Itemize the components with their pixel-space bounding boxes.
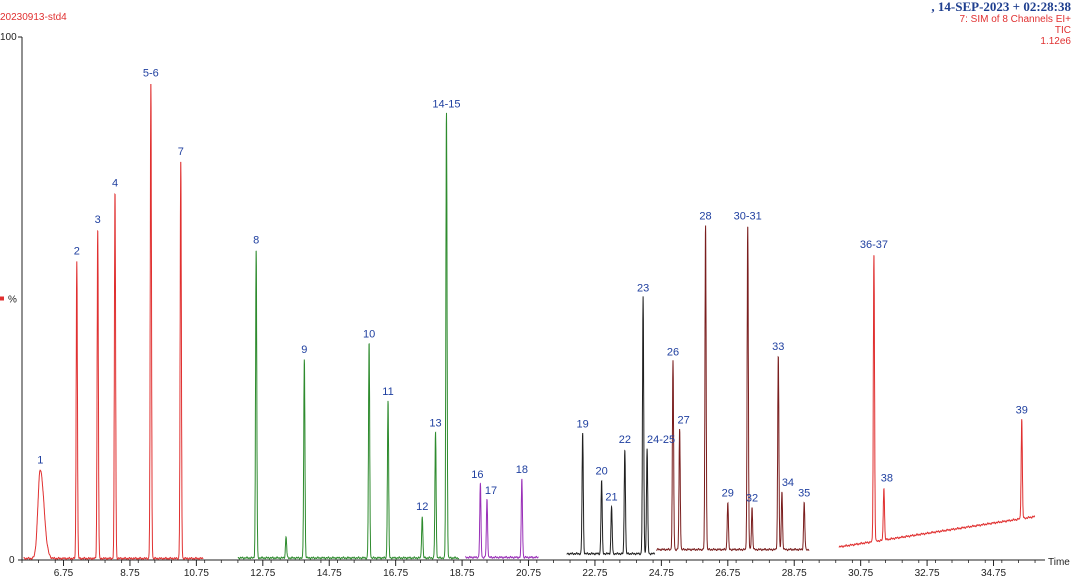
x-tick-label: 10.75 <box>184 568 209 578</box>
x-tick-label: 34.75 <box>981 568 1006 578</box>
trace-segment-6 <box>838 255 1036 548</box>
peak-label-32: 32 <box>746 493 758 505</box>
peak-label-5-6: 5-6 <box>143 68 159 80</box>
y-tick-label-0: 0 <box>9 555 15 566</box>
traces <box>23 84 1036 561</box>
x-tick-label: 32.75 <box>915 568 940 578</box>
trace-segment-4 <box>566 296 656 556</box>
trace-segment-5 <box>656 225 810 552</box>
peak-label-7: 7 <box>178 146 184 158</box>
peak-label-39: 39 <box>1016 404 1028 416</box>
peak-label-12: 12 <box>416 501 428 513</box>
trace-segment-1 <box>23 84 204 561</box>
peak-labels: 12345-67891011121314-1516171819202122232… <box>37 68 1028 514</box>
trace-label: TIC <box>1054 25 1071 36</box>
peak-label-28: 28 <box>699 210 711 222</box>
peak-label-13: 13 <box>429 417 441 429</box>
peak-label-29: 29 <box>722 487 734 499</box>
peak-label-24-25: 24-25 <box>647 434 675 446</box>
peak-label-4: 4 <box>112 177 118 189</box>
peak-label-26: 26 <box>667 346 679 358</box>
x-tick-label: 6.75 <box>54 568 74 578</box>
peak-label-10: 10 <box>363 328 375 340</box>
peak-label-33: 33 <box>772 341 784 353</box>
peak-label-16: 16 <box>471 469 483 481</box>
x-tick-label: 26.75 <box>715 568 740 578</box>
peak-label-11: 11 <box>382 386 393 398</box>
x-tick-label: 28.75 <box>782 568 807 578</box>
x-tick-label: 8.75 <box>120 568 140 578</box>
y-axis-label: % <box>8 295 17 306</box>
x-tick-label: 30.75 <box>848 568 873 578</box>
peak-label-9: 9 <box>301 344 307 356</box>
peak-label-34: 34 <box>782 477 794 489</box>
peak-label-19: 19 <box>577 418 589 430</box>
peak-label-14-15: 14-15 <box>432 98 460 110</box>
peak-label-20: 20 <box>595 466 607 478</box>
sample-name: 20230913-std4 <box>0 12 67 23</box>
axes: 6.75 8.75 10.75 12.75 14.75 16.75 18.75 20.75 22… <box>0 32 1070 578</box>
peak-label-23: 23 <box>637 282 649 294</box>
x-tick-label: 12.75 <box>250 568 275 578</box>
trace-segment-3 <box>465 478 539 560</box>
y-axis-marker <box>0 296 4 301</box>
peak-label-36-37: 36-37 <box>860 239 888 251</box>
peak-label-18: 18 <box>516 464 528 476</box>
x-axis-label: Time <box>1048 557 1070 568</box>
peak-label-21: 21 <box>605 492 617 504</box>
x-tick-label: 14.75 <box>317 568 342 578</box>
peak-label-1: 1 <box>37 455 43 467</box>
x-tick-label: 20.75 <box>516 568 541 578</box>
peak-label-17: 17 <box>485 485 497 497</box>
peak-label-38: 38 <box>881 473 893 485</box>
peak-label-8: 8 <box>253 234 259 246</box>
peak-label-22: 22 <box>619 434 631 446</box>
acquisition-datetime: , 14-SEP-2023 + 02:28:38 <box>931 0 1071 14</box>
x-tick-label: 18.75 <box>450 568 475 578</box>
peak-label-35: 35 <box>798 487 810 499</box>
trace-segment-2 <box>237 112 460 560</box>
peak-label-27: 27 <box>678 414 690 426</box>
x-tick-label: 24.75 <box>649 568 674 578</box>
y-tick-label-100: 100 <box>0 32 17 43</box>
x-tick-label: 22.75 <box>582 568 607 578</box>
function-label: 7: SIM of 8 Channels EI+ <box>959 14 1071 25</box>
intensity-label: 1.12e6 <box>1040 36 1071 47</box>
peak-label-30-31: 30-31 <box>734 210 762 222</box>
peak-label-2: 2 <box>74 245 80 257</box>
x-tick-label: 16.75 <box>383 568 408 578</box>
peak-label-3: 3 <box>95 214 101 226</box>
